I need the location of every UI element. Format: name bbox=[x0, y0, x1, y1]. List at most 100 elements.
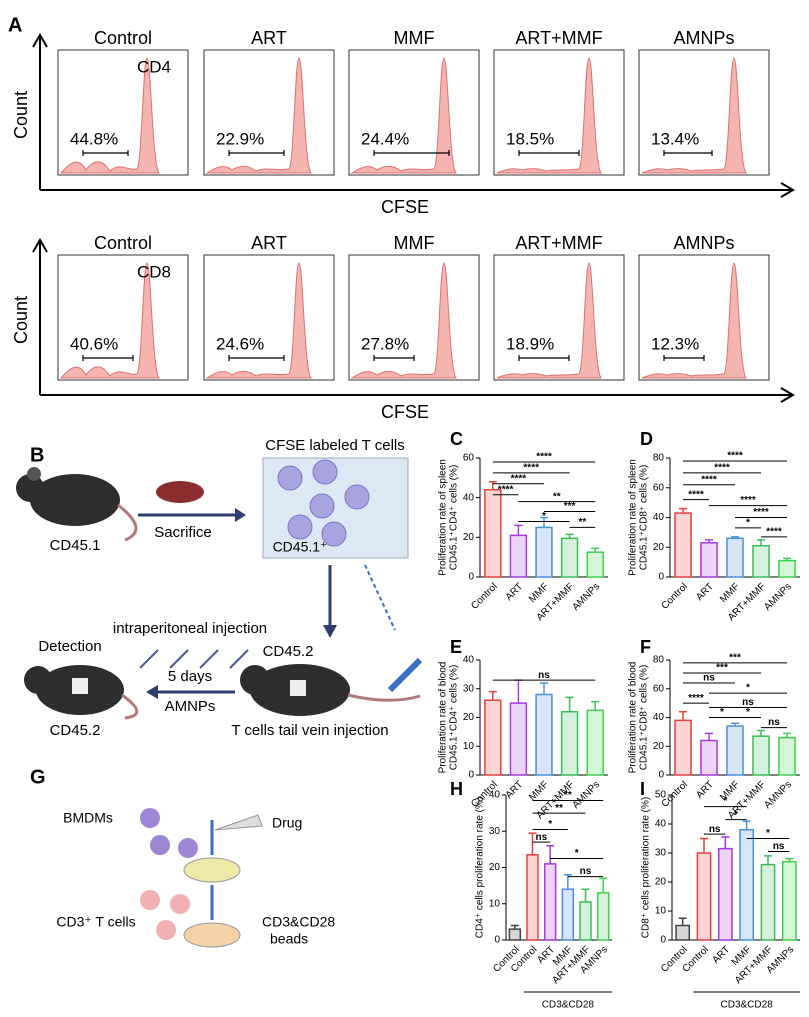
histogram-curve bbox=[205, 57, 312, 174]
error-bar bbox=[764, 855, 772, 865]
y-axis-label: CD45.1⁺CD4⁺ cells (%) bbox=[449, 665, 460, 771]
error-bar bbox=[731, 722, 739, 727]
significance-label: ns bbox=[768, 717, 780, 728]
significance-label: **** bbox=[688, 489, 704, 500]
x-tick-label: MMF bbox=[718, 581, 742, 605]
x-axis-label: CFSE bbox=[381, 197, 429, 217]
bar bbox=[700, 542, 718, 578]
mouse-donor bbox=[16, 467, 138, 542]
macrophages bbox=[140, 808, 198, 858]
label: CFSE labeled T cells bbox=[265, 437, 405, 454]
y-tick-label: 10 bbox=[489, 898, 501, 909]
histogram-curve bbox=[350, 262, 457, 379]
error-bar bbox=[679, 711, 687, 721]
y-axis-label: CD45.1⁺CD8⁺ cells (%) bbox=[639, 665, 650, 771]
label: 5 days bbox=[168, 668, 212, 685]
label: Sacrifice bbox=[154, 524, 212, 541]
significance-label: **** bbox=[766, 526, 782, 537]
label: BMDMs bbox=[63, 810, 113, 826]
spleen bbox=[156, 481, 204, 503]
bar bbox=[674, 512, 692, 578]
error-bar bbox=[488, 690, 497, 701]
significance-label: ** bbox=[564, 790, 572, 801]
y-axis-label: Proliferation rate of spleen bbox=[438, 459, 449, 576]
panel-label: H bbox=[450, 779, 463, 799]
significance-label: ** bbox=[553, 491, 561, 502]
y-tick-label: 10 bbox=[655, 906, 667, 917]
error-bar bbox=[785, 858, 794, 862]
y-tick-label: 0 bbox=[494, 935, 500, 946]
y-tick-label: 20 bbox=[489, 862, 501, 873]
histogram-box bbox=[57, 49, 189, 176]
y-tick-label: 20 bbox=[463, 532, 475, 543]
label: CD45.1⁺ bbox=[273, 539, 328, 555]
bar bbox=[535, 693, 553, 776]
significance-label: *** bbox=[716, 663, 728, 674]
mouse-recipient bbox=[240, 664, 421, 716]
error-bar bbox=[565, 696, 574, 712]
error-bar bbox=[540, 516, 548, 528]
error-bar bbox=[563, 874, 572, 890]
bar bbox=[752, 735, 770, 776]
histogram-box bbox=[638, 254, 770, 381]
label: Drug bbox=[272, 815, 302, 831]
y-tick-label: 20 bbox=[653, 741, 665, 752]
bar bbox=[586, 551, 604, 578]
significance-label: *** bbox=[564, 501, 576, 512]
significance-label: * bbox=[542, 511, 546, 522]
gate-line bbox=[228, 355, 285, 361]
error-bar bbox=[783, 732, 791, 738]
gate-line bbox=[663, 150, 713, 156]
bar bbox=[717, 847, 733, 941]
error-bar bbox=[757, 729, 765, 737]
marker-label: CD4 bbox=[137, 57, 171, 76]
error-bar bbox=[514, 679, 523, 704]
panel-label: I bbox=[640, 779, 645, 799]
histogram-box bbox=[638, 49, 770, 176]
panel-label: B bbox=[30, 444, 44, 466]
error-bar bbox=[721, 836, 730, 849]
group-title: ART+MMF bbox=[515, 28, 602, 48]
y-tick-label: 0 bbox=[468, 770, 474, 781]
significance-label: **** bbox=[688, 693, 704, 704]
gate-percent: 12.3% bbox=[651, 334, 699, 353]
significance-label: * bbox=[746, 518, 750, 529]
label: Detection bbox=[38, 638, 101, 655]
significance-label: **** bbox=[714, 463, 730, 474]
gate-percent: 40.6% bbox=[70, 334, 118, 353]
syringe bbox=[387, 657, 423, 693]
y-tick-label: 80 bbox=[653, 655, 665, 666]
error-bar bbox=[700, 837, 708, 853]
panel-label: D bbox=[640, 429, 653, 449]
error-bar bbox=[581, 888, 590, 902]
histogram-curve bbox=[59, 57, 160, 174]
significance-label: * bbox=[734, 809, 738, 820]
x-tick-label: ART bbox=[504, 581, 526, 603]
significance-label: **** bbox=[727, 451, 743, 462]
significance-label: * bbox=[746, 683, 750, 694]
histogram-curve bbox=[641, 262, 747, 379]
x-tick-label: AMNPs bbox=[570, 581, 602, 613]
y-tick-label: 40 bbox=[463, 492, 475, 503]
bar bbox=[726, 537, 744, 578]
mouse-detect bbox=[24, 665, 139, 720]
significance-label: * bbox=[746, 707, 750, 718]
gate-percent: 24.6% bbox=[216, 334, 264, 353]
t-cells bbox=[140, 890, 190, 940]
significance-label: ns bbox=[742, 697, 754, 708]
significance-label: * bbox=[548, 819, 552, 830]
bar bbox=[484, 488, 502, 578]
significance-label: ns bbox=[535, 832, 547, 843]
gate-percent: 22.9% bbox=[216, 129, 264, 148]
error-bar bbox=[514, 524, 523, 536]
gate-percent: 44.8% bbox=[70, 129, 118, 148]
label: CD3&CD28 bbox=[262, 914, 335, 930]
bar bbox=[586, 709, 604, 776]
y-tick-label: 0 bbox=[658, 572, 664, 583]
error-bar bbox=[678, 917, 687, 926]
gate-line bbox=[663, 355, 705, 361]
x-tick-label: ART bbox=[694, 581, 716, 603]
bar bbox=[508, 928, 522, 941]
error-bar bbox=[528, 832, 537, 855]
